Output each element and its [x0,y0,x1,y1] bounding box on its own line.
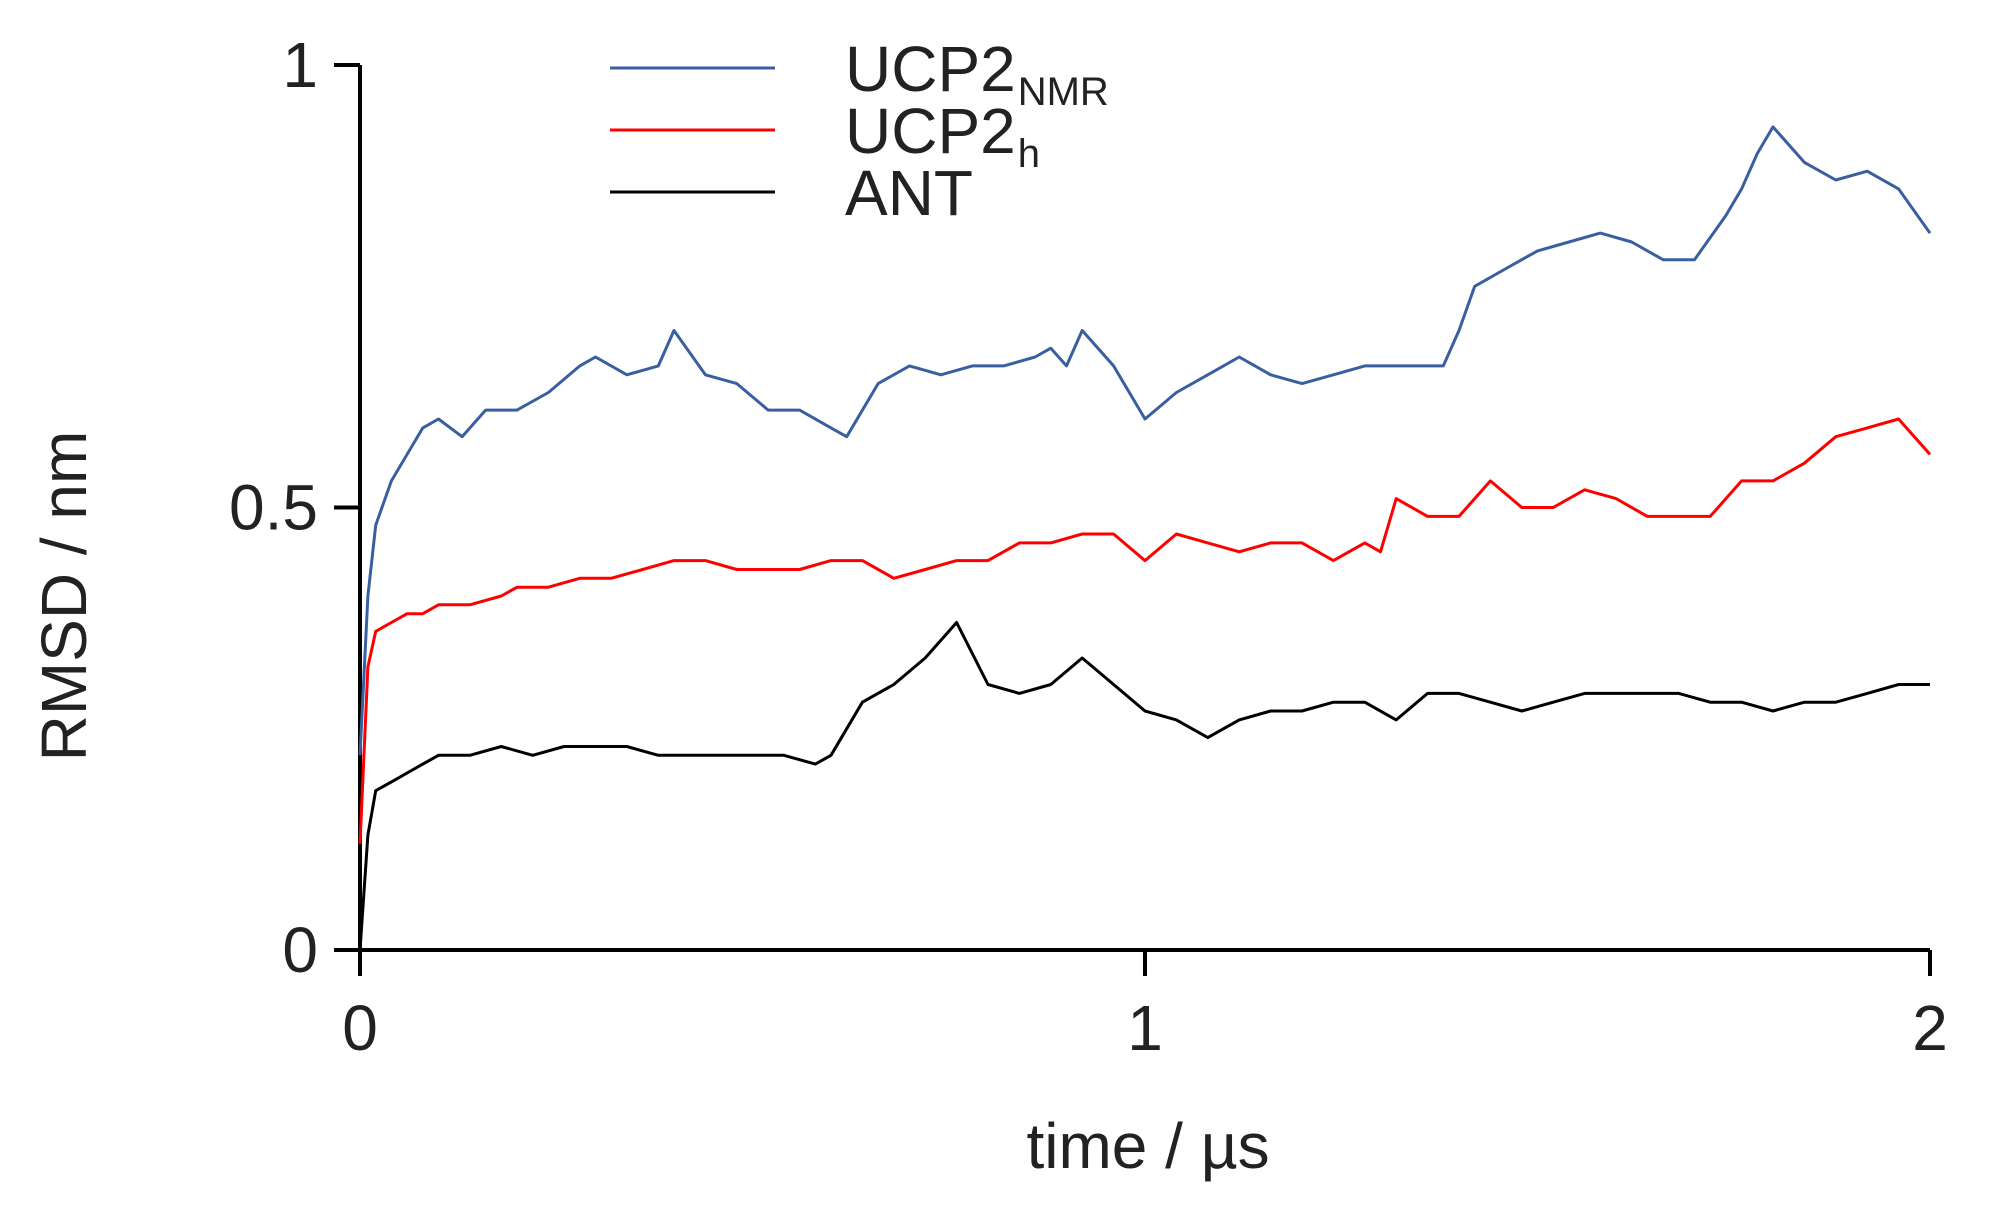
legend-label-ucp2-h: UCP2h [845,95,1040,176]
x-axis-title: time / µs [1026,1110,1269,1182]
x-tick-label-1: 1 [1127,992,1163,1064]
y-axis-title: RMSD / nm [28,431,100,762]
y-tick-label-2: 1 [282,29,318,101]
x-tick-label-0: 0 [342,992,378,1064]
series-line-ant [358,621,1930,951]
x-tick-label-2: 2 [1912,992,1948,1064]
y-ticks: 00.51 [229,29,360,986]
legend-label-ant: ANT [845,157,973,229]
y-tick-label-0: 0 [282,914,318,986]
legend-label-ucp2-nmr: UCP2NMR [845,33,1109,114]
x-ticks: 0 1 2 [342,950,1948,1064]
series-line-ucp2-h [358,417,1932,844]
series-layer [358,125,1932,951]
series-line-ucp2-nmr [358,125,1932,756]
y-tick-label-1: 0.5 [229,472,318,544]
